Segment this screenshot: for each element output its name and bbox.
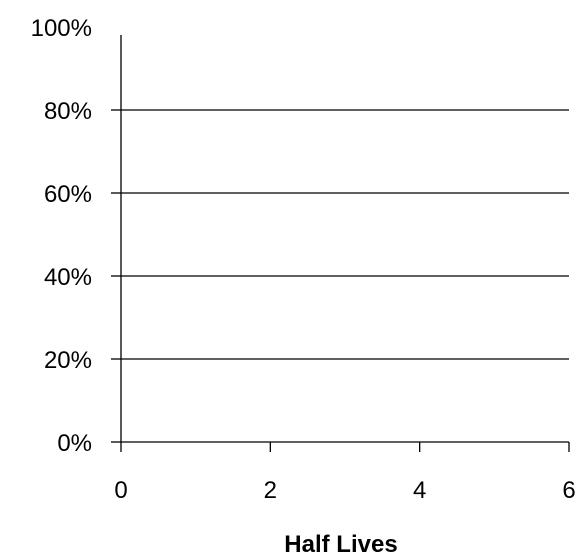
y-tick-labels: 0% 20% 40% 60% 80% 100% [31, 15, 92, 457]
x-tick-label-6: 6 [562, 477, 575, 504]
x-axis-title: Half Lives [284, 531, 397, 556]
x-tick-label-2: 2 [264, 477, 277, 504]
x-ticks [120, 442, 570, 452]
x-tick-labels: 0 2 4 6 [114, 477, 575, 504]
gridlines [121, 109, 569, 360]
x-tick-label-0: 0 [114, 477, 127, 504]
axes [120, 35, 569, 443]
y-tick-label-0: 0% [57, 430, 92, 457]
y-tick-label-100: 100% [31, 15, 92, 42]
y-tick-label-80: 80% [44, 98, 92, 125]
y-tick-label-60: 60% [44, 181, 92, 208]
y-ticks [111, 109, 121, 443]
x-tick-label-4: 4 [413, 477, 426, 504]
y-tick-label-40: 40% [44, 264, 92, 291]
y-tick-label-20: 20% [44, 347, 92, 374]
